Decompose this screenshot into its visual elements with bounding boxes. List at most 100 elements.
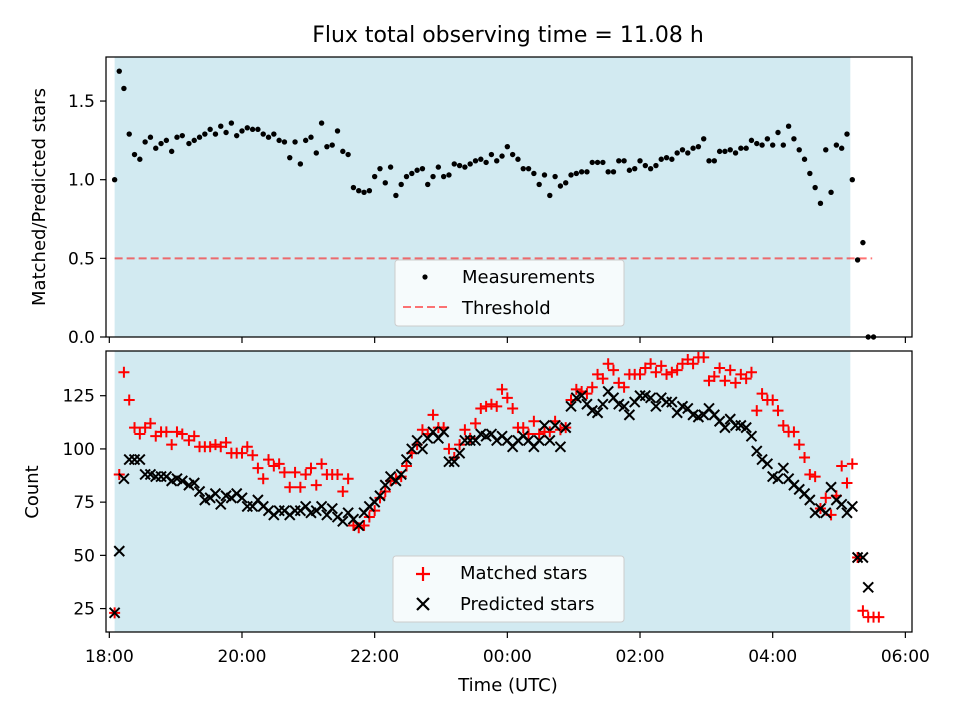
measurement-point	[142, 139, 148, 145]
predicted-star-point	[666, 396, 678, 408]
predicted-star-point	[353, 519, 365, 532]
matched-star-point	[517, 422, 529, 434]
measurement-point	[531, 170, 537, 177]
matched-star-point	[353, 522, 365, 534]
measurement-point	[467, 161, 473, 167]
matched-star-point	[767, 394, 779, 406]
measurement-point	[356, 188, 362, 194]
matched-star-point	[332, 468, 344, 480]
measurement-point	[131, 151, 138, 158]
count-x-tick-label: 20:00	[217, 647, 266, 667]
matched-star-point	[724, 364, 736, 376]
count-points	[108, 351, 885, 623]
matched-star-point	[841, 477, 853, 489]
measurement-point	[706, 158, 712, 164]
measurement-point	[509, 151, 516, 158]
matched-star-point	[485, 398, 497, 410]
measurement-point	[361, 189, 367, 195]
measurement-point	[334, 128, 341, 134]
matched-star-point	[166, 439, 178, 451]
count-x-tick-label: 00:00	[483, 647, 532, 667]
predicted-legend-marker	[416, 597, 430, 611]
measurement-point	[371, 173, 378, 180]
count-y-tick-label: 125	[63, 387, 95, 407]
matched-star-point	[687, 358, 699, 370]
measurement-point	[403, 173, 410, 180]
matched-star-point	[188, 430, 200, 442]
measurement-point	[791, 136, 797, 142]
predicted-star-point	[751, 445, 763, 457]
measurement-point	[716, 148, 723, 155]
measurement-point	[340, 148, 346, 155]
measurement-point	[158, 140, 164, 147]
matched-star-point	[401, 460, 413, 472]
matched-star-point	[443, 443, 455, 455]
matched-star-point	[788, 426, 800, 438]
matched-star-point	[273, 458, 285, 470]
measurement-point	[823, 147, 829, 153]
measurement-point	[137, 156, 143, 162]
matched-star-point	[708, 371, 720, 383]
ratio-legend-box	[394, 259, 625, 327]
measurement-point	[589, 159, 595, 166]
measurement-point	[163, 137, 170, 144]
predicted-star-point	[761, 458, 774, 470]
matched-star-point	[176, 428, 188, 440]
measurement-point	[764, 136, 771, 142]
x-axis-label: Time (UTC)	[457, 675, 558, 696]
measurement-point	[679, 147, 686, 153]
count-y-ticks: 25 50 75 100 125	[63, 387, 106, 620]
matched-star-point	[144, 417, 156, 429]
predicted-star-point	[437, 426, 450, 438]
predicted-star-point	[448, 455, 460, 468]
measurement-point	[854, 257, 861, 263]
measurement-point	[223, 129, 229, 136]
measurement-point	[202, 131, 208, 137]
measurement-point	[732, 150, 739, 156]
matched-legend-marker	[416, 567, 430, 581]
measurement-point	[796, 147, 802, 153]
measurement-point	[669, 156, 675, 162]
measurement-point	[632, 165, 638, 172]
predicted-star-point	[575, 389, 588, 402]
measurement-point	[440, 173, 447, 180]
matched-star-point	[836, 460, 848, 472]
measurement-point	[780, 142, 787, 148]
matched-star-point	[809, 471, 821, 483]
matched-star-point	[236, 447, 248, 459]
matched-star-point	[134, 428, 146, 440]
measurements-legend-label: Measurements	[462, 267, 595, 288]
count-y-tick-label: 100	[63, 440, 95, 460]
predicted-star-point	[644, 392, 657, 404]
predicted-star-point	[719, 421, 731, 434]
measurement-point	[685, 150, 691, 156]
measurement-point	[701, 136, 707, 142]
measurement-point	[722, 148, 728, 155]
predicted-star-point	[188, 477, 200, 489]
matched-star-point	[655, 360, 667, 372]
ratio-panel: 0.0 0.5 1.0 1.5 Matched/Predicted stars Mea…	[29, 56, 913, 348]
matched-star-point	[160, 426, 172, 438]
count-y-tick-label: 50	[73, 546, 95, 566]
predicted-star-point	[236, 492, 248, 504]
measurement-point	[547, 192, 553, 199]
predicted-star-point	[846, 500, 859, 513]
measurement-point	[186, 140, 192, 147]
measurement-point	[249, 126, 256, 133]
measurement-point	[860, 239, 866, 246]
ratio-legend: Measurements Threshold	[394, 259, 625, 327]
matched-star-point	[772, 405, 784, 417]
measurement-point	[817, 200, 824, 206]
measurement-point	[520, 165, 526, 172]
chart-title: Flux total observing time = 11.08 h	[312, 23, 704, 48]
predicted-star-point	[118, 473, 130, 485]
measurement-point	[738, 145, 744, 151]
measurement-point	[302, 137, 309, 144]
measurement-point	[377, 165, 383, 172]
ratio-x-ticks	[108, 337, 906, 343]
measurement-point	[191, 137, 197, 144]
matched-star-point	[544, 426, 556, 438]
measurement-point	[462, 164, 468, 170]
predicted-star-point	[835, 498, 848, 510]
